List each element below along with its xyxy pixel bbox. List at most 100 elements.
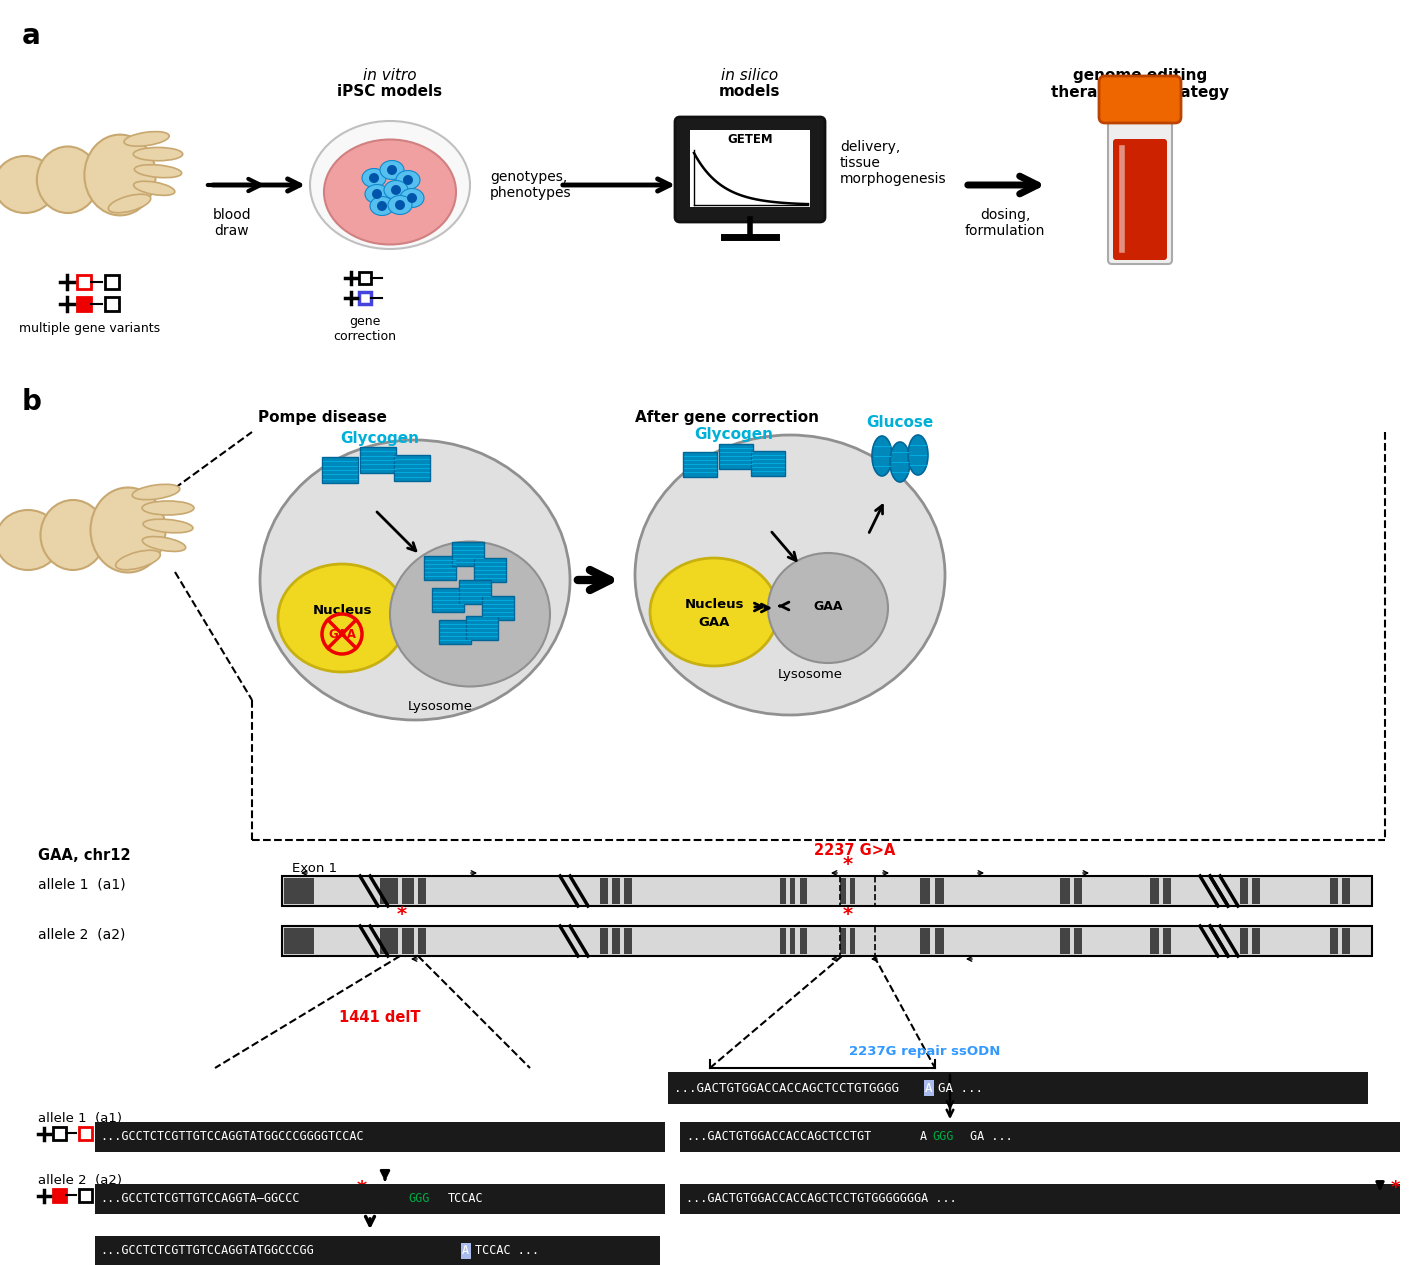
Bar	[799, 929, 807, 954]
Ellipse shape	[324, 139, 456, 244]
Bar	[458, 579, 491, 603]
Bar	[751, 450, 785, 476]
Text: Glycogen: Glycogen	[341, 431, 419, 447]
Text: multiple gene variants: multiple gene variants	[20, 323, 160, 335]
Ellipse shape	[383, 181, 408, 200]
Bar	[780, 878, 785, 904]
Bar	[432, 588, 464, 612]
Text: gene
correction: gene correction	[334, 315, 396, 343]
Bar	[483, 596, 514, 620]
Bar	[1074, 929, 1082, 954]
Circle shape	[323, 614, 362, 654]
Bar	[466, 616, 498, 640]
Bar	[920, 929, 930, 954]
Bar	[381, 929, 398, 954]
Bar	[683, 452, 717, 477]
Circle shape	[408, 194, 417, 202]
Text: Lysosome: Lysosome	[777, 668, 842, 681]
Text: Nucleus: Nucleus	[685, 597, 744, 611]
Text: Glycogen: Glycogen	[695, 428, 774, 441]
Ellipse shape	[260, 440, 570, 720]
Text: Glucose: Glucose	[866, 415, 934, 430]
Text: delivery,
tissue
morphogenesis: delivery, tissue morphogenesis	[841, 140, 947, 186]
Ellipse shape	[0, 156, 55, 213]
Bar	[1252, 878, 1259, 904]
Ellipse shape	[635, 435, 945, 715]
Text: allele 1  (a1): allele 1 (a1)	[38, 878, 126, 892]
Text: A: A	[920, 1131, 927, 1144]
Bar	[323, 457, 358, 483]
Ellipse shape	[109, 195, 150, 213]
Text: 1441 delT: 1441 delT	[340, 1009, 420, 1025]
Bar	[624, 929, 633, 954]
Bar	[790, 929, 795, 954]
Bar	[841, 875, 874, 906]
Text: GAA: GAA	[814, 600, 843, 612]
Bar	[417, 878, 426, 904]
Ellipse shape	[890, 441, 910, 482]
Bar	[600, 929, 608, 954]
Ellipse shape	[388, 196, 412, 215]
Bar	[105, 297, 119, 311]
Bar	[393, 455, 430, 481]
Bar	[451, 541, 484, 565]
Bar	[1252, 929, 1259, 954]
Bar	[850, 878, 855, 904]
Ellipse shape	[391, 541, 550, 687]
Text: TCCAC ...: TCCAC ...	[475, 1245, 539, 1257]
Ellipse shape	[134, 164, 181, 177]
Ellipse shape	[396, 171, 420, 190]
Text: a: a	[23, 22, 41, 51]
Bar	[624, 878, 633, 904]
Bar	[76, 275, 91, 288]
Bar	[600, 878, 608, 904]
Text: genotypes,
phenotypes: genotypes, phenotypes	[490, 170, 572, 200]
Bar	[681, 1122, 1399, 1152]
Bar	[613, 878, 620, 904]
Text: A: A	[463, 1245, 470, 1257]
Bar	[105, 275, 119, 288]
Bar	[719, 444, 753, 468]
Text: GGG: GGG	[408, 1193, 429, 1206]
Ellipse shape	[142, 501, 194, 515]
Text: A: A	[925, 1082, 932, 1094]
FancyBboxPatch shape	[1108, 111, 1172, 264]
Bar	[1341, 878, 1350, 904]
Text: Exon 1: Exon 1	[291, 861, 337, 875]
Text: allele 2  (a2): allele 2 (a2)	[38, 929, 126, 942]
Ellipse shape	[91, 487, 166, 573]
Ellipse shape	[132, 484, 180, 500]
Bar	[1060, 929, 1070, 954]
Ellipse shape	[649, 558, 778, 665]
Ellipse shape	[768, 553, 889, 663]
Bar	[841, 878, 846, 904]
Ellipse shape	[310, 121, 470, 249]
Text: GETEM: GETEM	[727, 133, 773, 145]
Bar	[790, 878, 795, 904]
Bar	[850, 929, 855, 954]
Bar	[1330, 878, 1339, 904]
Text: iPSC models: iPSC models	[337, 83, 443, 99]
Bar	[359, 447, 396, 473]
Bar	[1330, 929, 1339, 954]
Ellipse shape	[277, 564, 406, 672]
Bar	[79, 1189, 92, 1202]
Bar	[52, 1189, 67, 1202]
Ellipse shape	[908, 435, 928, 474]
Ellipse shape	[133, 148, 183, 161]
Bar	[1163, 929, 1172, 954]
Ellipse shape	[400, 188, 424, 207]
Bar	[424, 557, 456, 579]
Circle shape	[391, 185, 400, 195]
Text: 2237G repair ssODN: 2237G repair ssODN	[849, 1045, 1000, 1058]
Bar	[95, 1184, 665, 1214]
Bar	[95, 1236, 659, 1265]
Text: Lysosome: Lysosome	[408, 700, 473, 713]
Text: *: *	[843, 855, 853, 874]
Text: in vitro: in vitro	[364, 68, 417, 83]
Text: allele 2  (a2): allele 2 (a2)	[38, 1174, 122, 1187]
FancyBboxPatch shape	[675, 116, 825, 221]
Text: ...GCCTCTCGTTGTCCAGGTA–GGCCC: ...GCCTCTCGTTGTCCAGGTA–GGCCC	[100, 1193, 300, 1206]
Text: *: *	[398, 904, 408, 923]
Text: ...GCCTCTCGTTGTCCAGGTATGGCCCGG: ...GCCTCTCGTTGTCCAGGTATGGCCCGG	[100, 1245, 314, 1257]
